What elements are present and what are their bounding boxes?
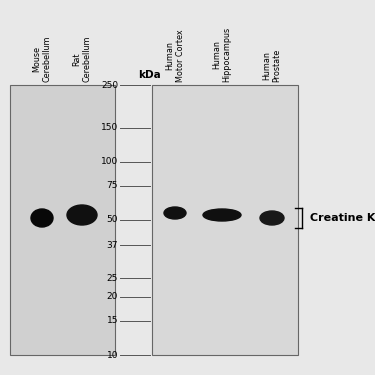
Text: Human
Hippocampus: Human Hippocampus (212, 27, 232, 82)
Bar (10, 85, 115, 355)
Text: Creatine Kinase BB: Creatine Kinase BB (310, 213, 375, 223)
Ellipse shape (164, 207, 186, 219)
Ellipse shape (203, 209, 241, 221)
Text: 25: 25 (106, 274, 118, 283)
Text: 100: 100 (101, 158, 118, 166)
Text: Human
Prostate: Human Prostate (262, 49, 282, 82)
Text: 250: 250 (101, 81, 118, 90)
Text: kDa: kDa (138, 70, 161, 80)
Text: 150: 150 (101, 123, 118, 132)
Bar (152, 85, 298, 355)
Ellipse shape (31, 209, 53, 227)
Text: 15: 15 (106, 316, 118, 326)
Text: 75: 75 (106, 182, 118, 190)
Ellipse shape (67, 205, 97, 225)
Text: Rat
Cerebellum: Rat Cerebellum (72, 36, 92, 82)
Text: 20: 20 (106, 292, 118, 302)
Ellipse shape (260, 211, 284, 225)
Text: Human
Motor Cortex: Human Motor Cortex (165, 29, 185, 82)
Text: 37: 37 (106, 241, 118, 250)
Text: 50: 50 (106, 216, 118, 225)
Text: 10: 10 (106, 351, 118, 360)
Text: Mouse
Cerebellum: Mouse Cerebellum (32, 36, 52, 82)
